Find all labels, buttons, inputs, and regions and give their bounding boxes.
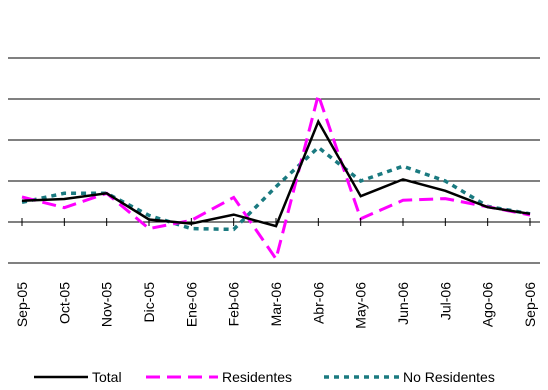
x-tick-label: Oct-05 (56, 282, 72, 324)
x-axis-ticks (21, 218, 531, 226)
legend-label-residentes: Residentes (222, 369, 292, 385)
x-tick-label: Sep-06 (522, 282, 538, 327)
x-tick-label: Ene-06 (183, 282, 199, 327)
x-tick-label: Jun-06 (395, 282, 411, 325)
x-tick-label: Nov-05 (99, 282, 115, 327)
x-tick-label: Abr-06 (310, 282, 326, 324)
series-lines (21, 89, 531, 263)
x-axis-labels: Sep-05 Oct-05 Nov-05 Dic-05 Ene-06 Feb-06 Mar-… (14, 282, 538, 329)
x-tick-label: Feb-06 (226, 282, 242, 327)
x-tick-label: Mar-06 (268, 282, 284, 327)
series-line-residentes (21, 89, 531, 263)
x-tick-label: Ago-06 (480, 282, 496, 327)
x-tick-label: Sep-05 (14, 282, 30, 327)
x-tick-label: Dic-05 (141, 282, 157, 323)
gridlines (8, 57, 540, 264)
x-tick-label: Jul-06 (437, 282, 453, 320)
legend-label-no-residentes: No Residentes (403, 369, 495, 385)
series-line-total (21, 118, 531, 228)
legend-label-total: Total (92, 369, 122, 385)
x-tick-label: May-06 (353, 282, 369, 329)
legend: Total Residentes No Residentes (34, 369, 495, 385)
series-line-no-residentes (21, 145, 531, 232)
